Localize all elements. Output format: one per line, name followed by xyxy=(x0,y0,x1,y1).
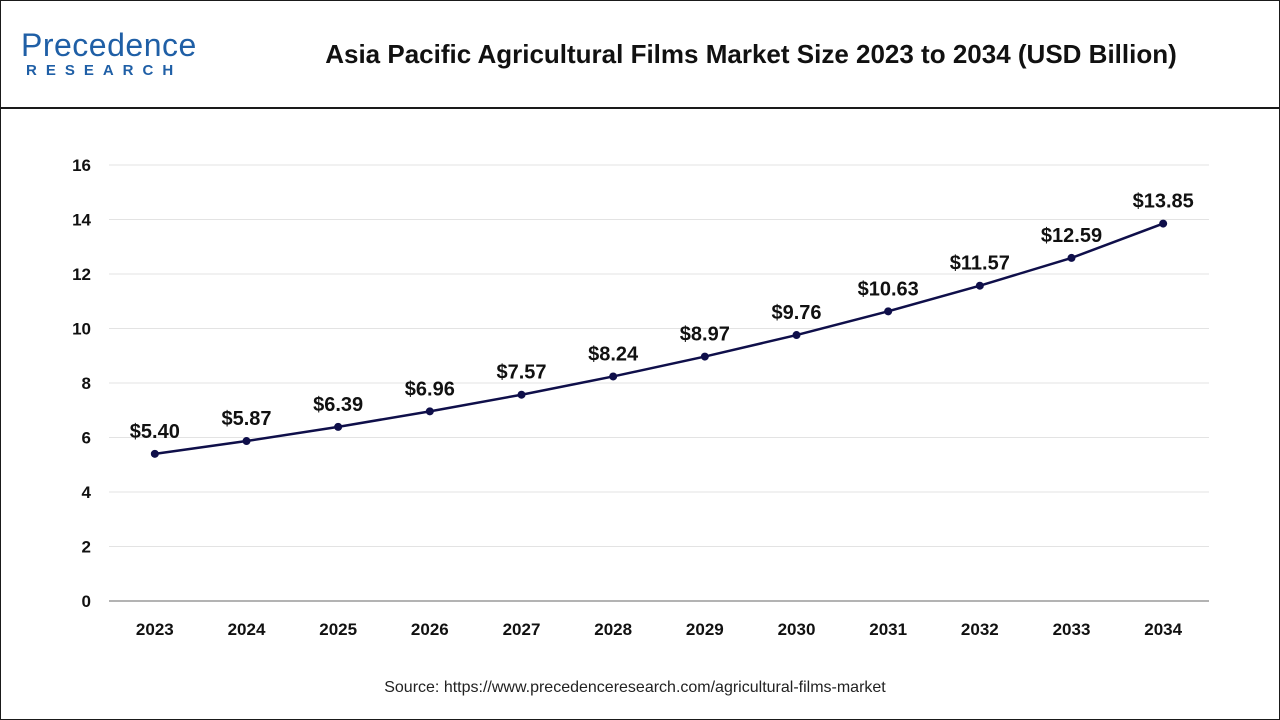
logo-subtitle: RESEARCH xyxy=(26,62,183,79)
data-label: $5.40 xyxy=(130,421,180,443)
data-point xyxy=(792,331,801,340)
data-label: $10.63 xyxy=(858,278,919,300)
data-point xyxy=(334,422,343,431)
data-point xyxy=(1159,219,1168,228)
x-tick-label: 2033 xyxy=(1053,620,1091,639)
y-axis: 0 2 4 6 8 10 12 14 16 xyxy=(72,156,91,611)
source-note: Source: https://www.precedenceresearch.c… xyxy=(384,679,886,696)
data-label: $6.96 xyxy=(405,378,455,400)
data-label: $7.57 xyxy=(496,362,546,384)
chart-title: Asia Pacific Agricultural Films Market S… xyxy=(325,39,1177,69)
x-tick-label: 2029 xyxy=(686,620,724,639)
y-tick-label: 14 xyxy=(72,211,91,230)
data-point xyxy=(975,281,984,290)
data-point xyxy=(884,307,893,316)
logo-wordmark: Precedence xyxy=(21,27,197,63)
x-tick-label: 2034 xyxy=(1144,620,1182,639)
y-tick-label: 0 xyxy=(82,592,91,611)
y-tick-label: 10 xyxy=(72,320,91,339)
data-point xyxy=(150,449,159,458)
data-label: $12.59 xyxy=(1041,225,1102,247)
x-tick-label: 2025 xyxy=(319,620,357,639)
y-tick-label: 4 xyxy=(82,483,92,502)
y-tick-label: 2 xyxy=(82,538,91,557)
x-tick-label: 2032 xyxy=(961,620,999,639)
data-label: $6.39 xyxy=(313,394,363,416)
data-label: $8.24 xyxy=(588,343,639,365)
x-tick-label: 2024 xyxy=(228,620,266,639)
x-tick-label: 2026 xyxy=(411,620,449,639)
y-tick-label: 8 xyxy=(82,374,91,393)
y-tick-label: 16 xyxy=(72,156,91,175)
data-label: $13.85 xyxy=(1133,191,1194,213)
series-line xyxy=(154,222,1164,456)
data-series xyxy=(150,219,1168,458)
data-label: $11.57 xyxy=(950,253,1010,275)
data-label: $5.87 xyxy=(221,408,271,430)
data-label: $8.97 xyxy=(680,324,730,346)
x-tick-label: 2027 xyxy=(503,620,541,639)
data-label: $9.76 xyxy=(771,302,821,324)
data-labels: $5.40 $5.87 $6.39 $6.96 $7.57 $8.24 $8.97 $9.76… xyxy=(130,191,1194,443)
y-tick-label: 12 xyxy=(72,265,91,284)
data-point xyxy=(517,390,526,399)
x-tick-label: 2030 xyxy=(778,620,816,639)
header: Precedence RESEARCH Asia Pacific Agricul… xyxy=(1,1,1279,109)
data-point xyxy=(242,437,251,446)
data-point xyxy=(425,407,434,416)
data-point xyxy=(609,372,618,381)
brand-logo: Precedence RESEARCH xyxy=(21,25,221,85)
x-tick-label: 2028 xyxy=(594,620,632,639)
y-tick-label: 6 xyxy=(82,429,91,448)
data-point xyxy=(700,352,709,361)
x-tick-label: 2031 xyxy=(869,620,907,639)
gridlines xyxy=(109,164,1209,547)
x-axis: 2023 2024 2025 2026 2027 2028 2029 2030 2031 2032… xyxy=(109,600,1209,639)
x-tick-label: 2023 xyxy=(136,620,174,639)
data-point xyxy=(1067,253,1076,262)
